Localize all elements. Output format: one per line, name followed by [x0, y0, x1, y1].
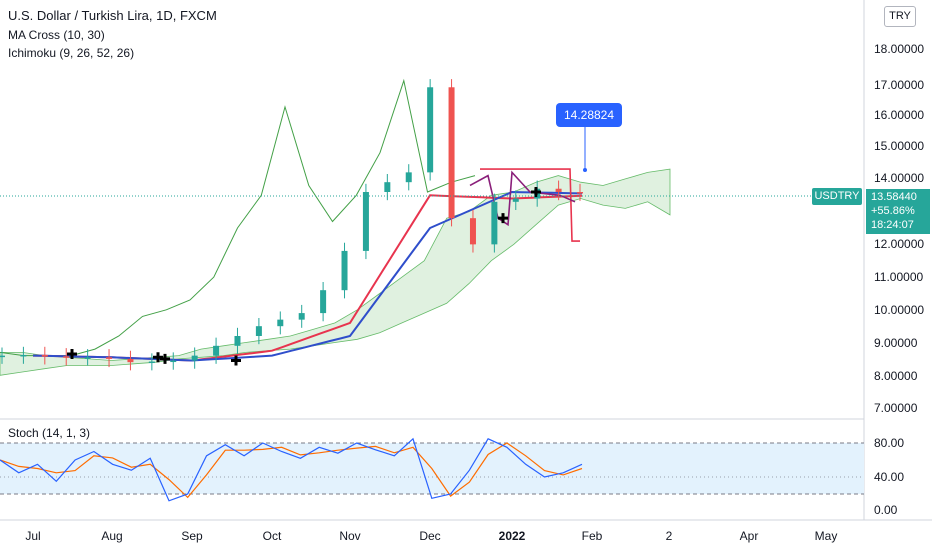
currency-button[interactable]: TRY [884, 6, 916, 27]
candle-body [41, 354, 48, 357]
candle-body [491, 201, 498, 245]
time-label: May [815, 529, 838, 543]
price-callout[interactable]: 14.28824 [556, 103, 622, 127]
time-label-year: 2022 [499, 529, 526, 543]
stoch-lines [0, 437, 583, 502]
countdown-tag: 18:24:07 [866, 218, 930, 234]
indicator-lines [0, 78, 583, 362]
candle-body [341, 250, 348, 291]
candle-body [20, 354, 27, 357]
price-tick: 18.00000 [874, 42, 924, 56]
price-tick: 7.00000 [874, 401, 918, 415]
candle-body [255, 326, 262, 336]
callout-anchor [583, 168, 587, 172]
time-label: Jul [25, 529, 40, 543]
ma-cross-marker [153, 352, 163, 363]
ichimoku-legend[interactable]: Ichimoku (9, 26, 52, 26) [8, 46, 135, 60]
candle-body [362, 192, 369, 251]
price-tick: 9.00000 [874, 336, 918, 350]
stoch-k-line [0, 437, 583, 502]
candle-body [448, 87, 455, 219]
price-tick: 12.00000 [874, 237, 924, 251]
ma-cross-marker [67, 349, 77, 359]
last-price-tag: 13.58440 [866, 189, 930, 204]
stoch-tick: 0.00 [874, 503, 898, 517]
time-axis[interactable]: Jul Aug Sep Oct Nov Dec 2022 Feb 2 Apr M… [25, 529, 837, 543]
ma-cross-marker [231, 355, 241, 366]
time-label: Apr [740, 529, 759, 543]
candle-body [127, 358, 134, 363]
candle-body [469, 218, 476, 245]
time-label: Feb [582, 529, 603, 543]
candle-body [277, 319, 284, 327]
candle-body [148, 361, 155, 364]
candle-body [213, 345, 220, 356]
candle-body [191, 355, 198, 361]
price-tick: 15.00000 [874, 139, 924, 153]
price-tick: 10.00000 [874, 303, 924, 317]
stoch-tick: 40.00 [874, 470, 904, 484]
time-label: 2 [666, 529, 673, 543]
ma-cross-marker [160, 353, 170, 364]
candle-body [427, 87, 434, 173]
candle-body [320, 290, 327, 314]
price-tick: 14.00000 [874, 171, 924, 185]
change-tag: +55.86% [866, 204, 930, 218]
stoch-legend[interactable]: Stoch (14, 1, 3) [8, 426, 91, 440]
ma-slow-line [32, 190, 583, 362]
symbol-tag: USDTRY [812, 188, 862, 205]
candle-body [405, 172, 412, 183]
base-line [480, 168, 580, 242]
candle-body [106, 357, 113, 359]
ma-cross-markers [67, 187, 541, 366]
price-tick: 16.00000 [874, 108, 924, 122]
price-tick: 8.00000 [874, 369, 918, 383]
stoch-tick: 80.00 [874, 436, 904, 450]
candle-body [234, 336, 241, 346]
candle-body [512, 198, 519, 202]
candle-body [577, 192, 583, 194]
ma-cross-marker [498, 213, 508, 224]
lagging-span-line [0, 78, 476, 357]
candle-body [298, 313, 305, 320]
price-scale[interactable]: 18.00000 17.00000 16.00000 15.00000 14.0… [874, 42, 924, 415]
candle-body [555, 188, 562, 192]
time-label: Dec [419, 529, 440, 543]
time-label: Oct [263, 529, 282, 543]
stoch-scale[interactable]: 80.00 40.00 0.00 [874, 436, 904, 517]
price-tick: 11.00000 [874, 270, 923, 284]
candle-body [384, 182, 391, 192]
candle-body [84, 357, 91, 359]
chart-title: U.S. Dollar / Turkish Lira, 1D, FXCM [8, 8, 217, 23]
time-label: Sep [181, 529, 203, 543]
candle-body [170, 360, 177, 363]
ma-cross-marker [531, 187, 541, 197]
time-label: Nov [339, 529, 360, 543]
conversion-line [469, 170, 576, 227]
ma-cross-legend[interactable]: MA Cross (10, 30) [8, 28, 105, 42]
candle-body [0, 355, 5, 358]
candles [0, 79, 583, 371]
time-label: Aug [101, 529, 122, 543]
stoch-d-line [0, 442, 583, 499]
price-tick: 17.00000 [874, 78, 924, 92]
candle-body [63, 356, 70, 358]
